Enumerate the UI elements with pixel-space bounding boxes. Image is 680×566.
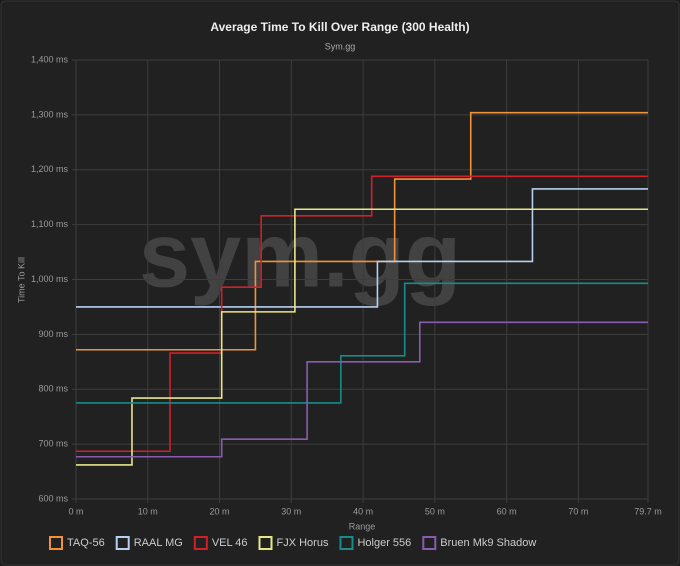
legend-label: VEL 46 <box>212 537 248 549</box>
x-tick-label: 70 m <box>568 506 588 516</box>
legend-item: Holger 556 <box>339 536 411 550</box>
y-tick-label: 1,100 ms <box>31 219 69 229</box>
series-line <box>76 282 648 404</box>
x-axis-label: Range <box>349 521 376 531</box>
legend-label: Holger 556 <box>357 537 411 549</box>
y-tick-label: 900 ms <box>38 329 68 339</box>
grid: 600 ms 700 ms 800 ms 900 ms 1,000 ms 1,100 ms… <box>31 54 662 516</box>
y-axis-label: Time To Kill <box>16 257 26 303</box>
x-tick-label: 0 m <box>68 506 83 516</box>
series-line <box>76 111 648 351</box>
y-tick-label: 1,400 ms <box>31 54 69 64</box>
legend-swatch <box>115 536 130 550</box>
series-line <box>76 208 648 466</box>
series-line <box>76 321 648 458</box>
x-tick-label: 30 m <box>281 506 301 516</box>
x-tick-label: 79.7 m <box>634 506 662 516</box>
x-tick-label: 50 m <box>425 506 445 516</box>
series-line <box>76 175 648 453</box>
y-tick-label: 1,300 ms <box>31 109 69 119</box>
legend: TAQ-56 RAAL MG VEL 46 FJX Horus Holger 556 Br… <box>49 536 536 550</box>
legend-item: VEL 46 <box>193 536 248 550</box>
legend-label: Bruen Mk9 Shadow <box>440 537 536 549</box>
legend-item: Bruen Mk9 Shadow <box>422 536 536 550</box>
legend-swatch <box>422 536 437 550</box>
y-tick-label: 700 ms <box>38 439 68 449</box>
x-tick-label: 60 m <box>497 506 517 516</box>
x-tick-label: 10 m <box>138 506 158 516</box>
legend-label: FJX Horus <box>277 537 329 549</box>
watermark: sym.gg <box>139 204 461 306</box>
lines <box>76 111 648 466</box>
legend-label: TAQ-56 <box>67 537 105 549</box>
legend-swatch <box>339 536 354 550</box>
legend-item: RAAL MG <box>115 536 183 550</box>
y-tick-label: 600 ms <box>38 493 68 503</box>
legend-swatch <box>193 536 208 550</box>
legend-label: RAAL MG <box>134 537 183 549</box>
chart-title: Average Time To Kill Over Range (300 Hea… <box>210 20 469 34</box>
y-tick-label: 800 ms <box>38 384 68 394</box>
legend-swatch <box>49 536 63 550</box>
legend-item: FJX Horus <box>258 536 329 550</box>
legend-swatch <box>258 536 273 550</box>
chart-subtitle: Sym.gg <box>325 41 356 51</box>
x-tick-label: 20 m <box>210 506 230 516</box>
y-tick-label: 1,200 ms <box>31 164 69 174</box>
series-line <box>76 188 648 308</box>
y-tick-label: 1,000 ms <box>31 274 69 284</box>
legend-item: TAQ-56 <box>49 536 105 550</box>
x-tick-label: 40 m <box>353 506 373 516</box>
